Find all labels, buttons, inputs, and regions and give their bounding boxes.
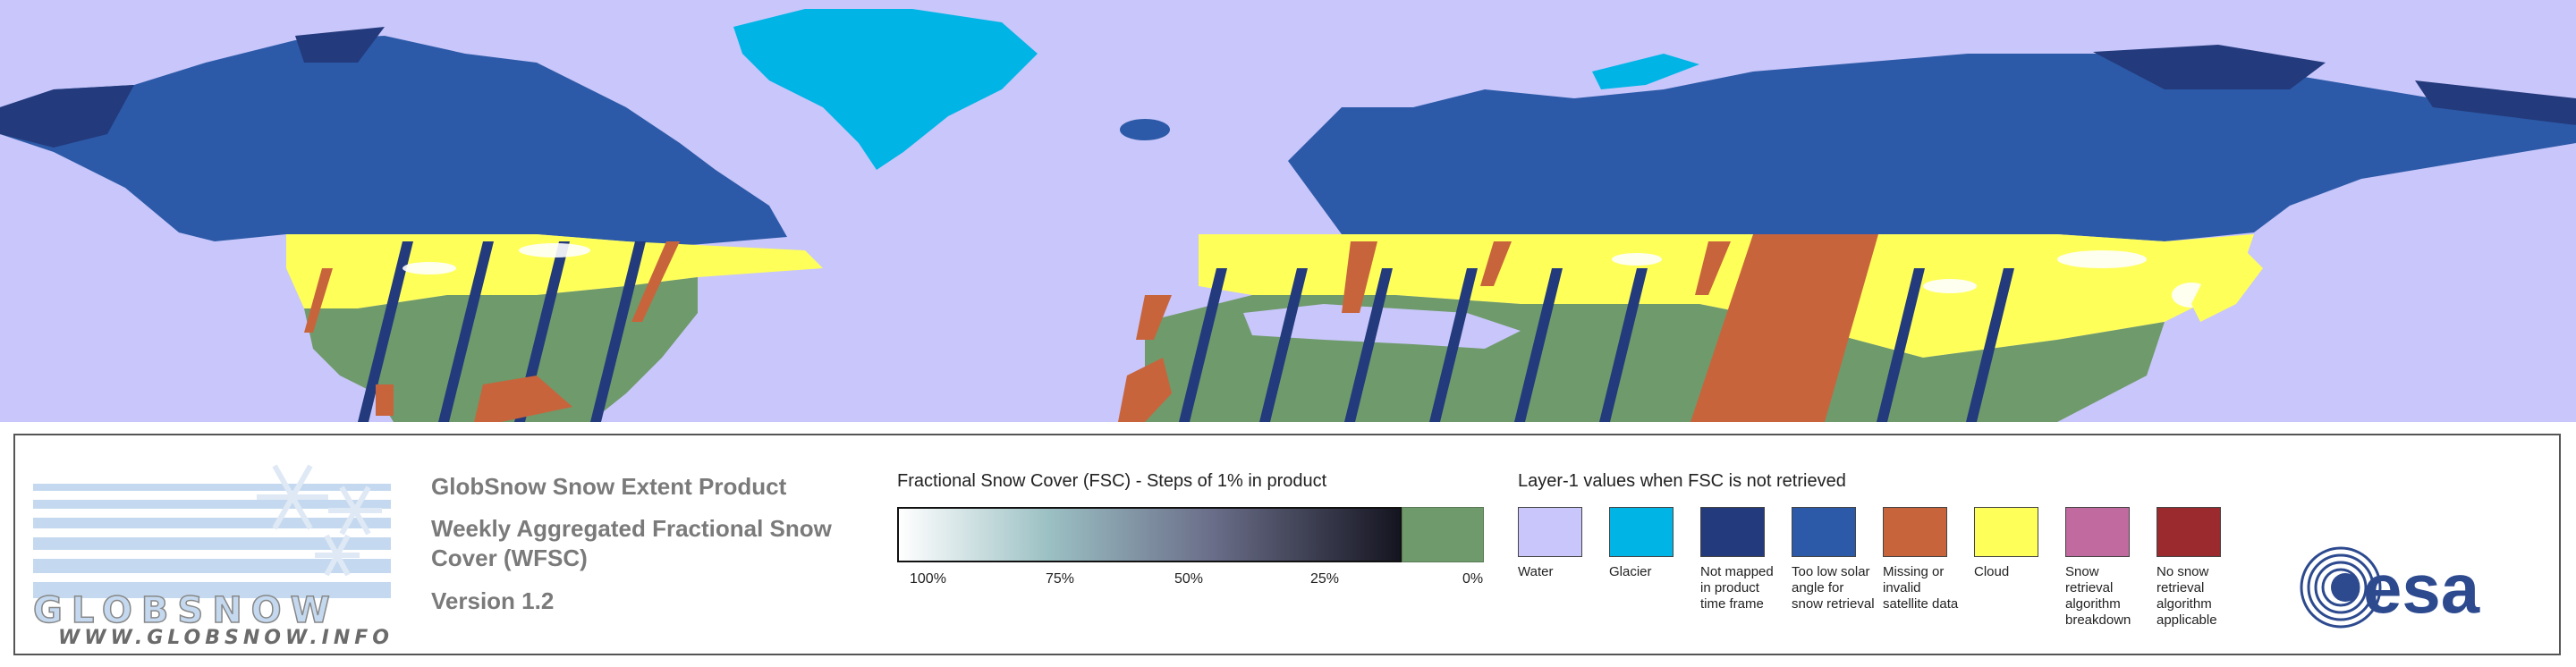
globsnow-wordmark: GLOBSNOW [33, 590, 339, 627]
layer1-item: Too low solar angle for snow retrieval [1792, 507, 1890, 612]
layer1-label: Not mapped in product time frame [1700, 564, 1774, 612]
iceland [1120, 119, 1170, 140]
legend-panel: GLOBSNOW WWW.GLOBSNOW.INFO GlobSnow Snow… [13, 434, 2561, 655]
snow-cover-map [0, 0, 2576, 422]
fsc-tick-25: 25% [1310, 571, 1340, 587]
greenland-glacier [733, 9, 1038, 170]
layer1-item: Not mapped in product time frame [1700, 507, 1799, 612]
layer1-label: Snow retrieval algorithm breakdown [2065, 564, 2131, 628]
eurasia-not-mapped [2093, 45, 2576, 125]
layer1-item: Snow retrieval algorithm breakdown [2065, 507, 2164, 629]
layer1-swatch [2157, 507, 2221, 557]
esa-wordmark: esa [2363, 549, 2480, 628]
fsc-tick-75: 75% [1046, 571, 1075, 587]
fsc-zero-swatch [1402, 507, 1484, 562]
layer1-item: Cloud [1974, 507, 2072, 580]
globsnow-url: WWW.GLOBSNOW.INFO [58, 627, 394, 649]
layer1-item: No snow retrieval algorithm applicable [2157, 507, 2255, 629]
layer1-label: Missing or invalid satellite data [1883, 564, 1959, 612]
layer1-label: Water [1518, 564, 1554, 579]
svalbard-glacier [1592, 54, 1699, 89]
north-america-orbit-gaps [358, 241, 646, 422]
layer1-label: Cloud [1974, 564, 2010, 579]
map-canvas [0, 9, 2576, 422]
fsc-tick-0: 0% [1462, 571, 1484, 587]
layer1-swatch [1883, 507, 1947, 557]
esa-logo: esa [2296, 543, 2546, 632]
north-america-missing-data [304, 241, 680, 422]
layer1-swatch [1792, 507, 1856, 557]
north-america-not-mapped [0, 27, 385, 148]
globsnow-logo: GLOBSNOW WWW.GLOBSNOW.INFO [32, 448, 409, 649]
layer1-legend-title: Layer-1 values when FSC is not retrieved [1518, 471, 1846, 491]
layer1-swatch [1700, 507, 1765, 557]
fsc-tick-100: 100% [910, 571, 946, 587]
layer1-swatch [1518, 507, 1582, 557]
north-america-no-snow [304, 277, 698, 422]
layer1-item: Water [1518, 507, 1616, 580]
north-america-land [0, 36, 787, 246]
layer1-label: Too low solar angle for snow retrieval [1792, 564, 1875, 612]
product-version: Version 1.2 [431, 587, 555, 614]
esa-swirl-icon: esa [2300, 546, 2480, 629]
product-title: GlobSnow Snow Extent Product [431, 473, 787, 500]
fsc-legend-title: Fractional Snow Cover (FSC) - Steps of 1… [897, 471, 1327, 491]
fsc-gradient-bar [897, 507, 1402, 562]
layer1-swatch [2065, 507, 2130, 557]
layer1-item: Missing or invalid satellite data [1883, 507, 1981, 612]
snowflake-icon: GLOBSNOW [32, 464, 391, 632]
eurasia-low-solar [1288, 54, 2576, 241]
japan [2191, 250, 2263, 322]
layer1-swatch [1974, 507, 2038, 557]
layer1-label: No snow retrieval algorithm applicable [2157, 564, 2217, 628]
layer1-item: Glacier [1609, 507, 1707, 580]
layer1-swatch [1609, 507, 1674, 557]
fsc-tick-50: 50% [1174, 571, 1204, 587]
product-subtitle: Weekly Aggregated Fractional Snow Cover … [431, 515, 832, 571]
layer1-label: Glacier [1609, 564, 1652, 579]
eurasia-missing-data [1118, 234, 1878, 422]
